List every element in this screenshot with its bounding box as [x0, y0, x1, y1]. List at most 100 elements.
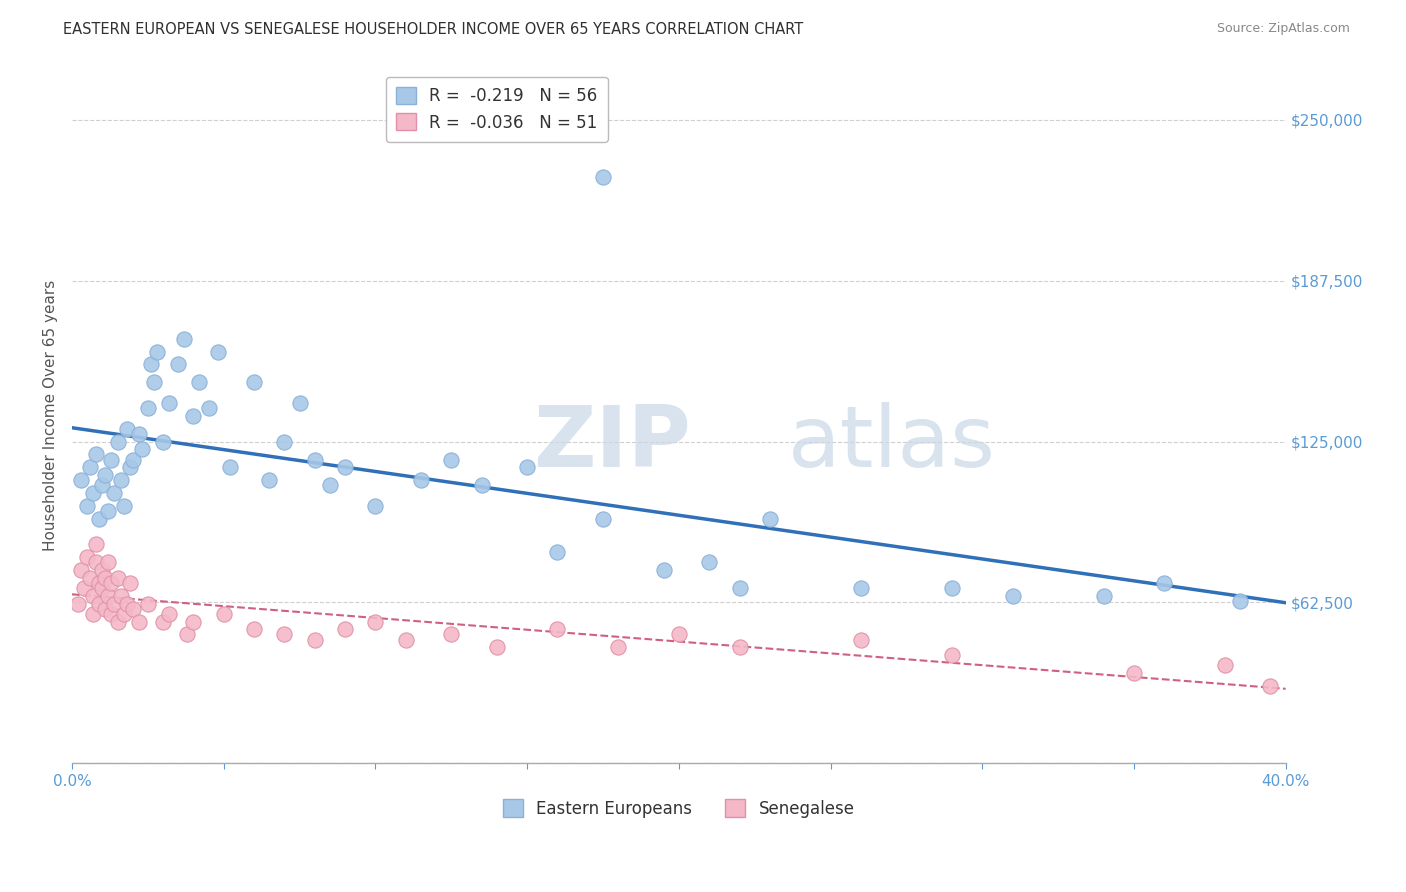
- Point: [849, 632, 872, 647]
- Point: [1001, 589, 1024, 603]
- Point: [728, 640, 751, 655]
- Point: [409, 473, 432, 487]
- Point: [319, 478, 342, 492]
- Point: [94, 601, 117, 615]
- Point: [395, 632, 418, 647]
- Point: [176, 627, 198, 641]
- Point: [121, 601, 143, 615]
- Point: [697, 556, 720, 570]
- Point: [110, 473, 132, 487]
- Point: [1260, 679, 1282, 693]
- Point: [592, 512, 614, 526]
- Point: [173, 332, 195, 346]
- Point: [440, 627, 463, 641]
- Point: [243, 623, 266, 637]
- Point: [112, 607, 135, 621]
- Point: [115, 422, 138, 436]
- Point: [82, 589, 104, 603]
- Point: [243, 376, 266, 390]
- Point: [136, 597, 159, 611]
- Point: [333, 460, 356, 475]
- Point: [118, 576, 141, 591]
- Point: [471, 478, 494, 492]
- Point: [107, 434, 129, 449]
- Point: [668, 627, 690, 641]
- Point: [94, 571, 117, 585]
- Point: [91, 581, 114, 595]
- Point: [607, 640, 630, 655]
- Point: [84, 537, 107, 551]
- Point: [67, 597, 90, 611]
- Text: atlas: atlas: [787, 402, 995, 485]
- Point: [759, 512, 782, 526]
- Point: [97, 589, 120, 603]
- Point: [941, 581, 963, 595]
- Point: [136, 401, 159, 416]
- Point: [118, 460, 141, 475]
- Text: ZIP: ZIP: [533, 402, 690, 485]
- Point: [273, 627, 295, 641]
- Point: [1213, 658, 1236, 673]
- Point: [167, 357, 190, 371]
- Point: [91, 563, 114, 577]
- Point: [110, 589, 132, 603]
- Point: [516, 460, 538, 475]
- Point: [1092, 589, 1115, 603]
- Point: [128, 615, 150, 629]
- Text: EASTERN EUROPEAN VS SENEGALESE HOUSEHOLDER INCOME OVER 65 YEARS CORRELATION CHAR: EASTERN EUROPEAN VS SENEGALESE HOUSEHOLD…: [63, 22, 803, 37]
- Point: [592, 169, 614, 184]
- Point: [103, 597, 125, 611]
- Point: [70, 563, 93, 577]
- Point: [197, 401, 219, 416]
- Point: [89, 512, 111, 526]
- Text: Source: ZipAtlas.com: Source: ZipAtlas.com: [1216, 22, 1350, 36]
- Point: [89, 576, 111, 591]
- Point: [112, 499, 135, 513]
- Point: [152, 615, 174, 629]
- Point: [82, 486, 104, 500]
- Point: [128, 426, 150, 441]
- Point: [97, 556, 120, 570]
- Point: [652, 563, 675, 577]
- Point: [440, 452, 463, 467]
- Point: [107, 615, 129, 629]
- Point: [183, 409, 205, 423]
- Point: [139, 357, 162, 371]
- Point: [183, 615, 205, 629]
- Point: [152, 434, 174, 449]
- Point: [100, 576, 122, 591]
- Point: [1229, 594, 1251, 608]
- Point: [304, 632, 326, 647]
- Point: [364, 615, 387, 629]
- Point: [288, 396, 311, 410]
- Point: [82, 607, 104, 621]
- Point: [146, 344, 169, 359]
- Point: [121, 452, 143, 467]
- Point: [79, 571, 101, 585]
- Point: [485, 640, 508, 655]
- Point: [100, 452, 122, 467]
- Point: [273, 434, 295, 449]
- Point: [257, 473, 280, 487]
- Point: [157, 396, 180, 410]
- Point: [70, 473, 93, 487]
- Point: [107, 571, 129, 585]
- Point: [304, 452, 326, 467]
- Y-axis label: Householder Income Over 65 years: Householder Income Over 65 years: [44, 280, 58, 551]
- Point: [188, 376, 211, 390]
- Point: [1153, 576, 1175, 591]
- Point: [115, 597, 138, 611]
- Point: [157, 607, 180, 621]
- Point: [142, 376, 165, 390]
- Point: [84, 556, 107, 570]
- Point: [218, 460, 240, 475]
- Point: [73, 581, 96, 595]
- Point: [84, 447, 107, 461]
- Point: [76, 499, 98, 513]
- Point: [100, 607, 122, 621]
- Point: [849, 581, 872, 595]
- Point: [546, 545, 568, 559]
- Point: [94, 468, 117, 483]
- Point: [103, 486, 125, 500]
- Point: [79, 460, 101, 475]
